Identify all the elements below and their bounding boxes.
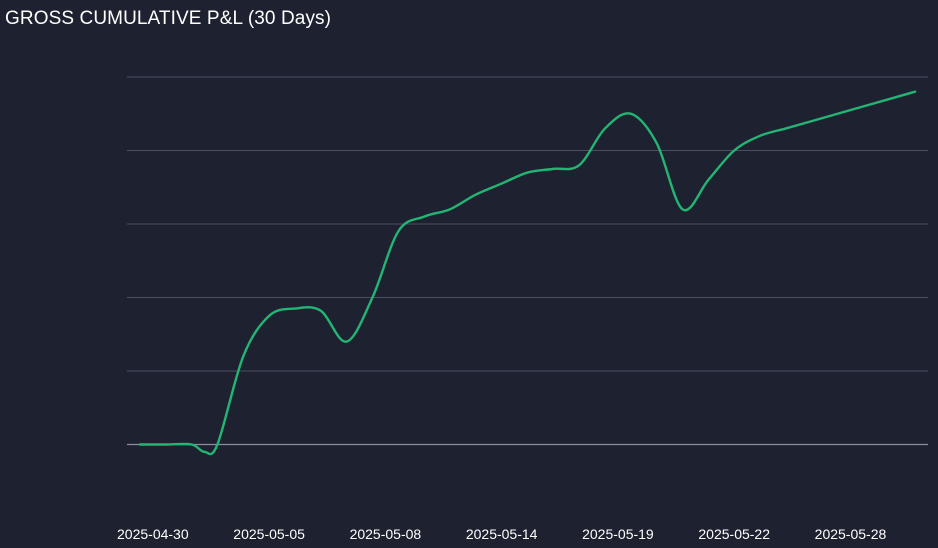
x-tick-label: 2025-04-30	[117, 526, 189, 542]
x-tick-label: 2025-05-28	[815, 526, 887, 542]
x-tick-label: 2025-05-22	[698, 526, 770, 542]
chart-title: GROSS CUMULATIVE P&L (30 Days)	[5, 8, 332, 29]
gridlines	[127, 76, 928, 446]
x-axis-tick-labels: 2025-04-30 2025-05-05 2025-05-08 2025-05-14…	[117, 526, 886, 542]
x-tick-label: 2025-05-05	[233, 526, 305, 542]
x-tick-label: 2025-05-19	[582, 526, 654, 542]
series-layer	[138, 90, 917, 456]
x-tick-label: 2025-05-14	[466, 526, 538, 542]
pnl-series-line	[138, 90, 917, 456]
x-tick-label: 2025-05-08	[350, 526, 422, 542]
